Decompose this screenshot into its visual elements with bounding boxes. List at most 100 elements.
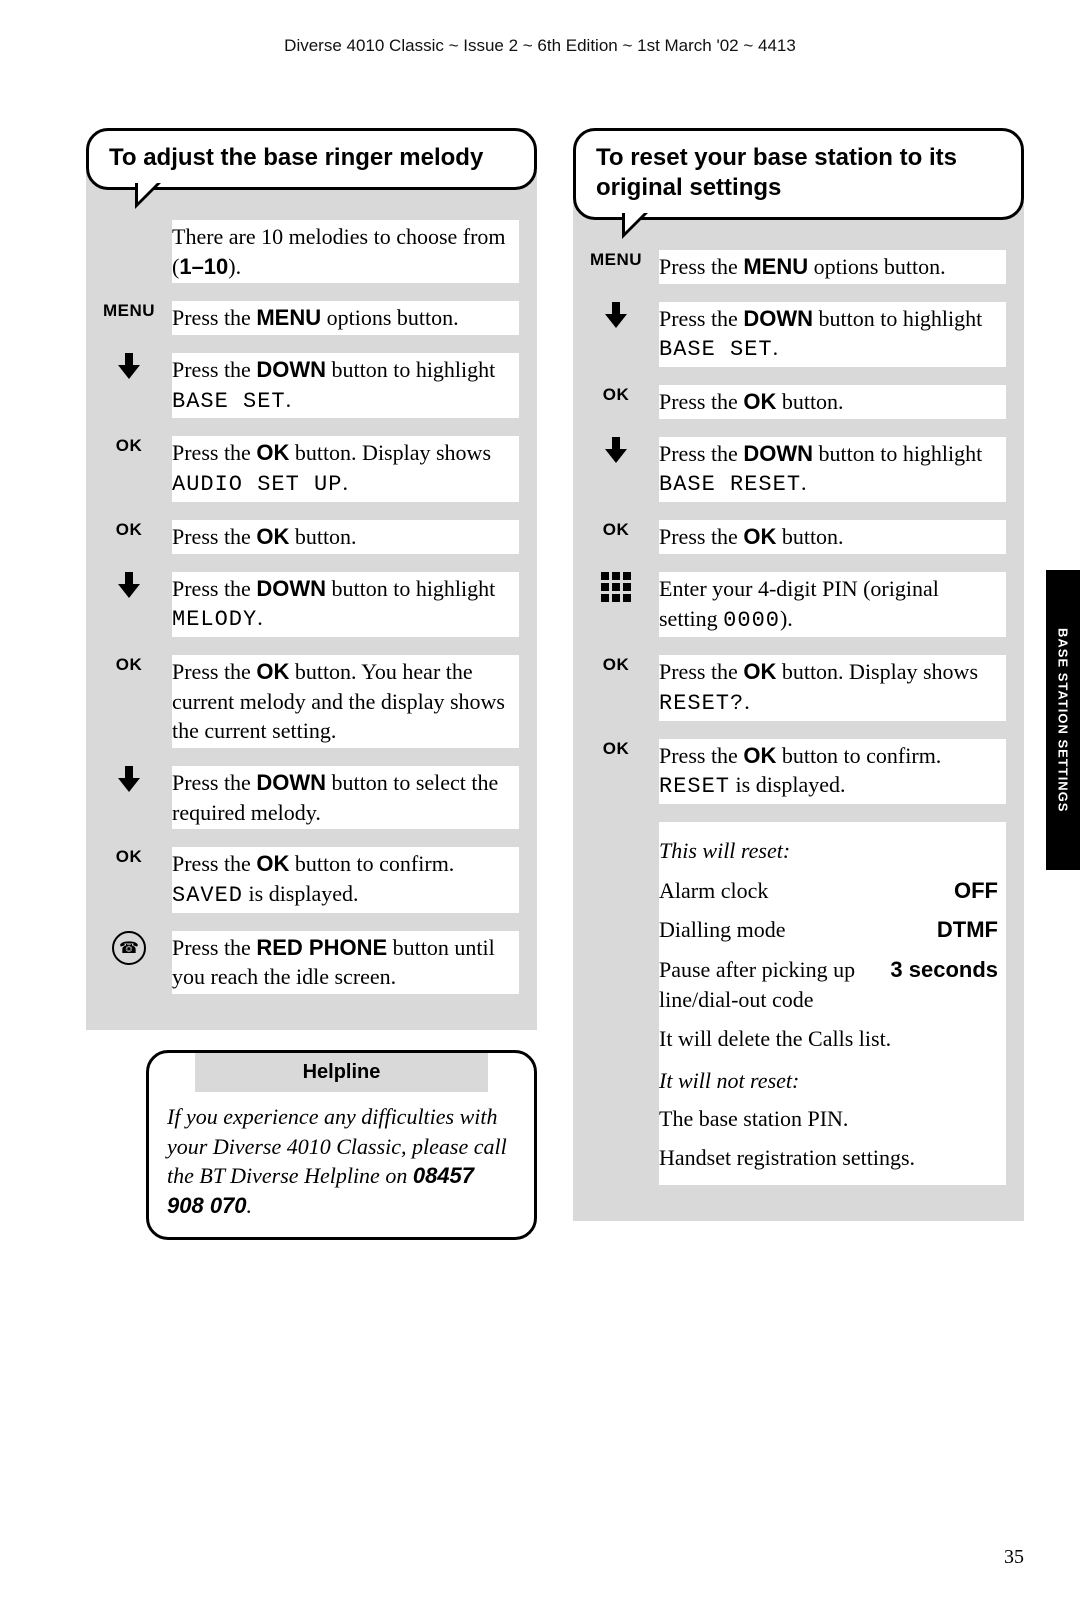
step-row: OK Press the OK button. (573, 518, 1024, 556)
page-number: 35 (1004, 1546, 1024, 1569)
right-task-title: To reset your base station to its origin… (573, 128, 1024, 220)
step-icon-cell: OK (573, 383, 659, 421)
red-phone-icon: ☎ (112, 931, 146, 965)
down-arrow-icon (605, 302, 627, 330)
step-row: Press the DOWN button to highlight BASE … (573, 300, 1024, 369)
menu-icon: MENU (103, 301, 155, 321)
step-icon-cell (86, 351, 172, 420)
t: 1–10 (179, 254, 228, 279)
reset-value: 3 seconds (878, 955, 998, 1014)
step-text: Press the OK button. (659, 518, 1014, 556)
step-icon-cell: MENU (573, 248, 659, 286)
helpline-box: Helpline If you experience any difficult… (146, 1050, 537, 1240)
step-icon-cell: OK (86, 518, 172, 556)
reset-row: Alarm clockOFF (659, 876, 998, 906)
reset-table: Alarm clockOFF Dialling modeDTMF Pause aft… (659, 876, 998, 1015)
step-row: OK Press the OK button to confirm. RESET … (573, 737, 1024, 806)
step-text: Press the RED PHONE button until you rea… (172, 929, 527, 996)
step-icon-cell (573, 300, 659, 369)
helpline-title: Helpline (195, 1053, 488, 1092)
ok-icon: OK (603, 520, 630, 540)
down-arrow-icon (118, 766, 140, 794)
content-columns: To adjust the base ringer melody There a… (86, 128, 1024, 1240)
intro-row: There are 10 melodies to choose from (1–… (86, 218, 537, 285)
reset-not-header: It will not reset: (659, 1066, 998, 1096)
step-row: MENU Press the MENU options button. (86, 299, 537, 337)
left-column: To adjust the base ringer melody There a… (86, 128, 537, 1240)
reset-value: OFF (942, 876, 998, 906)
title-text: To adjust the base ringer melody (109, 144, 483, 171)
step-row: MENU Press the MENU options button. (573, 248, 1024, 286)
reset-body: This will reset: Alarm clockOFFDialling … (659, 820, 1014, 1187)
down-arrow-icon (605, 437, 627, 465)
keypad-icon (601, 572, 631, 602)
callout-pointer-inner (138, 183, 157, 202)
step-icon-cell (86, 764, 172, 831)
callout-pointer-inner (625, 213, 644, 232)
step-text: Press the DOWN button to select the requ… (172, 764, 527, 831)
reset-note: It will delete the Calls list. (659, 1024, 998, 1054)
right-steps: MENU Press the MENU options button. Press … (573, 202, 1024, 1221)
step-icon-cell: OK (573, 518, 659, 556)
reset-row: Pause after picking up line/dial-out cod… (659, 955, 998, 1014)
step-row: Press the DOWN button to highlight MELOD… (86, 570, 537, 639)
step-icon-cell: OK (573, 737, 659, 806)
step-row: ☎ Press the RED PHONE button until you re… (86, 929, 537, 996)
helpline-body: If you experience any difficulties with … (149, 1102, 534, 1221)
step-row: OK Press the OK button. You hear the curr… (86, 653, 537, 750)
step-text: Press the OK button to confirm. SAVED is… (172, 845, 527, 914)
step-text: Press the OK button. (172, 518, 527, 556)
step-icon-cell: OK (86, 845, 172, 914)
reset-row: Dialling modeDTMF (659, 915, 998, 945)
ok-icon: OK (116, 436, 143, 456)
t: ). (228, 254, 241, 279)
step-row: OK Press the OK button. (573, 383, 1024, 421)
step-row: OK Press the OK button. Display shows RES… (573, 653, 1024, 722)
down-arrow-icon (118, 572, 140, 600)
step-icon-cell: OK (86, 653, 172, 750)
step-row: Press the DOWN button to highlight BASE … (573, 435, 1024, 504)
step-text: Press the OK button. (659, 383, 1014, 421)
reset-value: DTMF (925, 915, 998, 945)
t: . (247, 1193, 253, 1218)
step-text: Press the DOWN button to highlight MELOD… (172, 570, 527, 639)
not-reset-item: The base station PIN. (659, 1104, 998, 1134)
section-tab: BASE STATION SETTINGS (1046, 570, 1080, 870)
title-text: To reset your base station to its origin… (596, 144, 957, 201)
ok-icon: OK (603, 655, 630, 675)
ok-icon: OK (116, 520, 143, 540)
step-icon-cell (573, 435, 659, 504)
step-text: Press the DOWN button to highlight BASE … (659, 300, 1014, 369)
step-icon-cell (573, 570, 659, 639)
right-column: To reset your base station to its origin… (573, 128, 1024, 1240)
ok-icon: OK (603, 385, 630, 405)
empty-icon (86, 218, 172, 285)
step-text: Press the OK button. Display shows RESET… (659, 653, 1014, 722)
ok-icon: OK (116, 655, 143, 675)
step-text: Press the DOWN button to highlight BASE … (172, 351, 527, 420)
empty-icon (573, 820, 659, 1187)
intro-text: There are 10 melodies to choose from (1–… (172, 218, 527, 285)
step-text: Press the OK button. You hear the curren… (172, 653, 527, 750)
step-row: Press the DOWN button to select the requ… (86, 764, 537, 831)
not-reset-item: Handset registration settings. (659, 1143, 998, 1173)
step-icon-cell: OK (573, 653, 659, 722)
left-steps: There are 10 melodies to choose from (1–… (86, 172, 537, 1030)
reset-label: Dialling mode (659, 915, 925, 945)
ok-icon: OK (116, 847, 143, 867)
not-reset-list: The base station PIN. Handset registratio… (659, 1104, 998, 1173)
step-text: Press the MENU options button. (659, 248, 1014, 286)
step-row: OK Press the OK button. (86, 518, 537, 556)
reset-info: This will reset: Alarm clockOFFDialling … (573, 820, 1024, 1187)
step-icon-cell: OK (86, 434, 172, 503)
step-row: Enter your 4-digit PIN (original setting… (573, 570, 1024, 639)
header-meta: Diverse 4010 Classic ~ Issue 2 ~ 6th Edi… (0, 36, 1080, 56)
step-text: Press the OK button to confirm. RESET is… (659, 737, 1014, 806)
step-text: Press the DOWN button to highlight BASE … (659, 435, 1014, 504)
step-text: Press the MENU options button. (172, 299, 527, 337)
step-icon-cell (86, 570, 172, 639)
menu-icon: MENU (590, 250, 642, 270)
left-task-title: To adjust the base ringer melody (86, 128, 537, 190)
ok-icon: OK (603, 739, 630, 759)
reset-label: Alarm clock (659, 876, 942, 906)
